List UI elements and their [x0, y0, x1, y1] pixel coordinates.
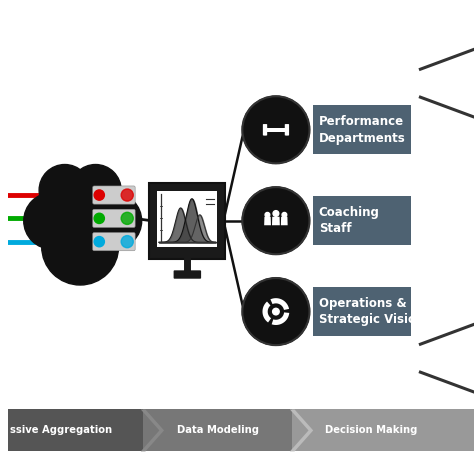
Polygon shape [264, 217, 271, 225]
FancyBboxPatch shape [143, 410, 292, 451]
FancyBboxPatch shape [157, 191, 218, 247]
Polygon shape [272, 312, 289, 325]
Circle shape [282, 212, 287, 217]
Circle shape [70, 164, 121, 216]
FancyBboxPatch shape [286, 124, 289, 136]
Text: Decision Making: Decision Making [325, 426, 418, 436]
Circle shape [94, 213, 104, 223]
Circle shape [42, 208, 118, 285]
FancyBboxPatch shape [93, 209, 135, 228]
FancyBboxPatch shape [264, 124, 267, 136]
Circle shape [273, 308, 279, 315]
FancyBboxPatch shape [313, 196, 411, 245]
FancyBboxPatch shape [93, 186, 135, 204]
Circle shape [121, 236, 133, 248]
Circle shape [273, 210, 279, 216]
FancyBboxPatch shape [266, 128, 285, 132]
Circle shape [121, 212, 133, 224]
FancyBboxPatch shape [285, 124, 287, 136]
Text: ssive Aggregation: ssive Aggregation [10, 426, 112, 436]
FancyBboxPatch shape [292, 410, 474, 451]
Polygon shape [141, 410, 164, 451]
Circle shape [242, 278, 310, 345]
FancyBboxPatch shape [149, 182, 225, 259]
Text: Coaching
Staff: Coaching Staff [319, 206, 380, 236]
Circle shape [94, 190, 104, 200]
Polygon shape [281, 217, 288, 225]
FancyBboxPatch shape [173, 270, 201, 279]
Circle shape [242, 187, 310, 254]
Circle shape [42, 175, 118, 252]
Circle shape [85, 193, 142, 249]
Polygon shape [272, 217, 280, 225]
Polygon shape [270, 298, 289, 310]
Text: Operations &
Strategic Vision: Operations & Strategic Vision [319, 297, 424, 326]
Circle shape [242, 96, 310, 164]
FancyBboxPatch shape [313, 287, 411, 336]
FancyBboxPatch shape [93, 233, 135, 251]
FancyBboxPatch shape [313, 105, 411, 154]
Circle shape [265, 212, 270, 217]
Text: Performance
Departments: Performance Departments [319, 115, 406, 145]
FancyBboxPatch shape [263, 124, 265, 136]
Circle shape [24, 193, 80, 249]
FancyBboxPatch shape [0, 410, 143, 451]
Circle shape [121, 189, 133, 201]
Circle shape [94, 237, 104, 247]
Polygon shape [263, 301, 271, 322]
Text: Data Modeling: Data Modeling [177, 426, 259, 436]
Polygon shape [290, 410, 313, 451]
Circle shape [39, 164, 91, 216]
